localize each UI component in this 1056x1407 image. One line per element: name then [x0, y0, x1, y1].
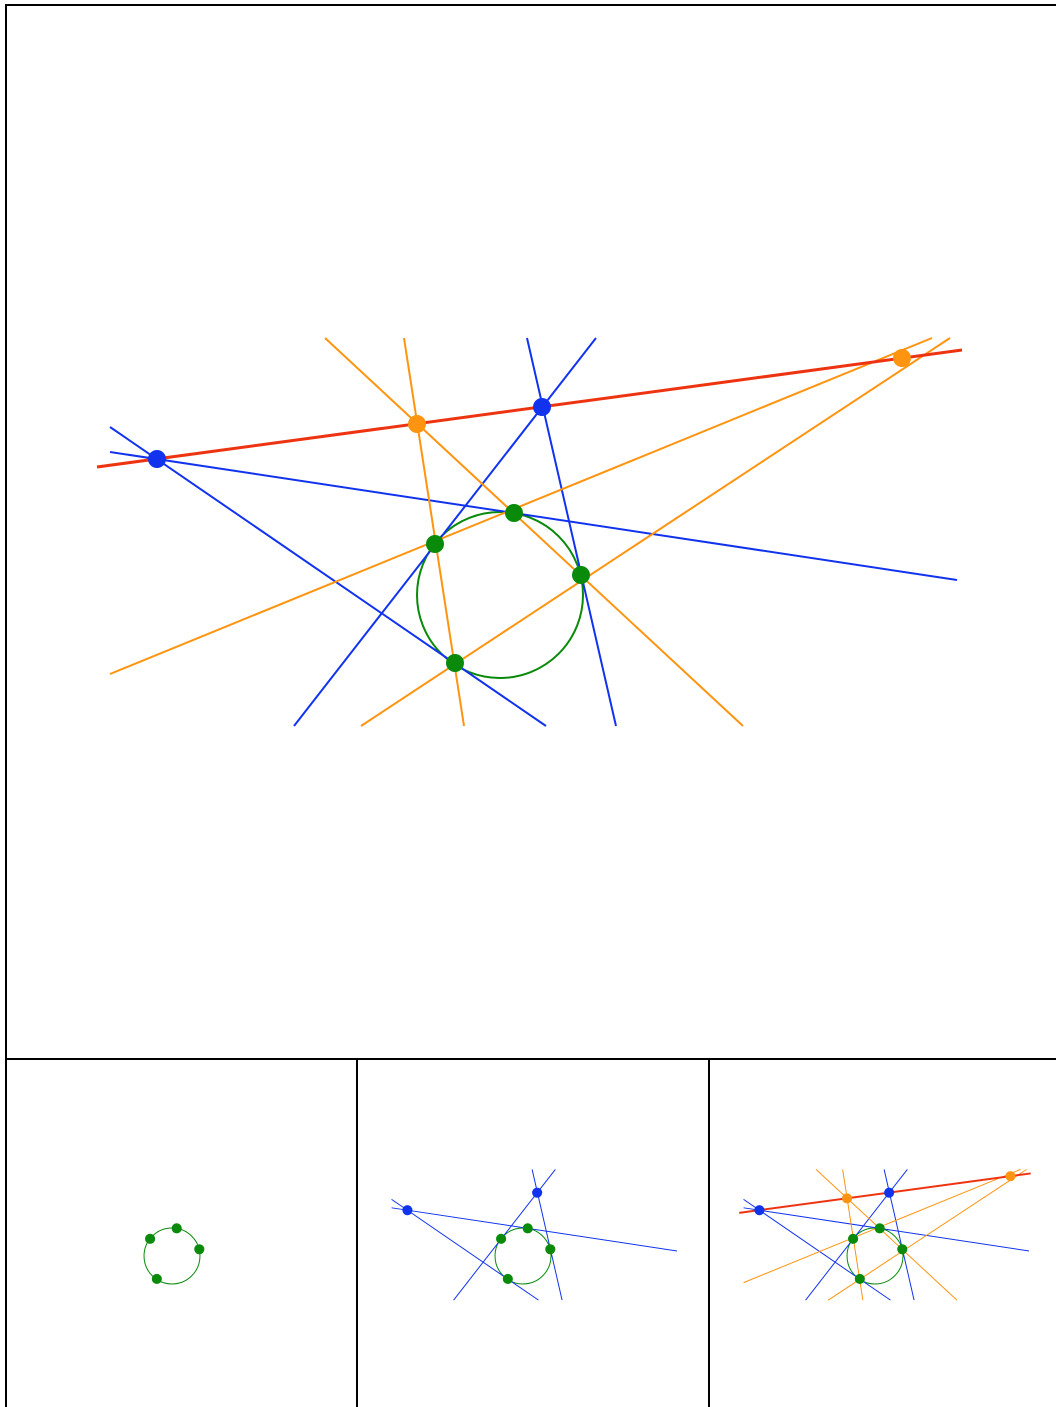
step-3	[738, 1169, 1032, 1301]
step-1	[143, 1223, 205, 1285]
frames	[5, 4, 1056, 1407]
main-figure	[95, 337, 964, 727]
step-2	[391, 1169, 678, 1301]
